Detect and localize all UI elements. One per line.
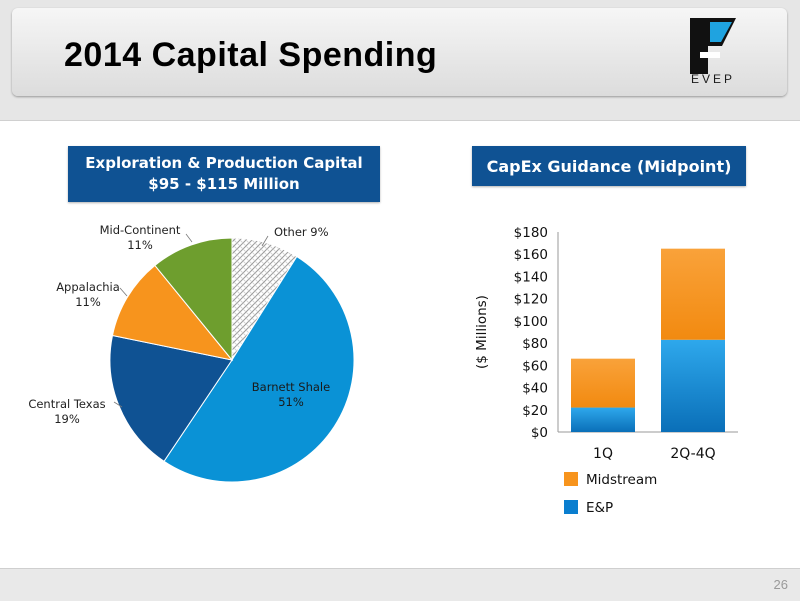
- pie-title: Exploration & Production Capital: [85, 154, 363, 172]
- pie-slice-central-texas: [109, 334, 233, 463]
- footer-band: 26: [0, 568, 800, 601]
- legend-label-midstream: Midstream: [586, 472, 657, 488]
- page-number: 26: [773, 577, 788, 592]
- logo-text: EVEP: [690, 72, 735, 86]
- header-band: 2014 Capital Spending EVEP: [0, 0, 800, 121]
- x-tick-label: 2Q-4Q: [670, 446, 715, 462]
- y-tick-label: $180: [514, 225, 548, 241]
- y-tick-label: $60: [522, 358, 548, 374]
- pie-label-barnett-shale: Barnett Shale: [252, 380, 330, 394]
- legend-swatch-midstream: [564, 472, 578, 486]
- legend-swatch-ep: [564, 500, 578, 514]
- pie-label-central-texas: Central Texas: [28, 397, 105, 411]
- bar-ep-2q-4q: [661, 339, 725, 432]
- pie-slice-barnett-shale: [163, 255, 355, 483]
- pie-leader-line: [185, 233, 193, 243]
- pie-pct-central-texas: 19%: [54, 412, 80, 426]
- pie-slice-mid-continent: [154, 237, 233, 362]
- pie-leader-line: [261, 235, 269, 247]
- x-tick-label: 1Q: [593, 446, 613, 462]
- pie-subtitle: $95 - $115 Million: [148, 175, 300, 193]
- y-tick-label: $120: [514, 292, 548, 308]
- legend-label-ep: E&P: [586, 500, 613, 516]
- evep-logo-icon: [690, 18, 736, 74]
- pie-label-appalachia: Appalachia: [56, 280, 120, 294]
- pie-label-other: Other 9%: [274, 225, 329, 239]
- y-tick-label: $0: [531, 425, 548, 441]
- bar-title-box: CapEx Guidance (Midpoint): [472, 146, 746, 186]
- bar-midstream-2q-4q: [661, 248, 725, 340]
- y-tick-label: $40: [522, 381, 548, 397]
- y-tick-label: $140: [514, 269, 548, 285]
- page-title: 2014 Capital Spending: [64, 36, 438, 74]
- pie-pct-appalachia: 11%: [75, 295, 101, 309]
- header-card: 2014 Capital Spending: [12, 8, 787, 96]
- pie-title-box: Exploration & Production Capital $95 - $…: [68, 146, 380, 202]
- bar-ep-1q: [571, 407, 635, 432]
- pie-pct-mid-continent: 11%: [127, 238, 153, 252]
- y-tick-label: $20: [522, 403, 548, 419]
- pie-slice-appalachia: [111, 264, 234, 361]
- bar-midstream-1q: [571, 358, 635, 408]
- bar-title: CapEx Guidance (Midpoint): [486, 156, 732, 176]
- pie-label-mid-continent: Mid-Continent: [100, 223, 181, 237]
- y-axis-label: ($ Millions): [474, 295, 490, 369]
- pie-leader-line: [119, 287, 128, 297]
- y-tick-label: $160: [514, 247, 548, 263]
- pie-pct-barnett-shale: 51%: [278, 395, 304, 409]
- pie-leader-line: [113, 401, 123, 408]
- y-tick-label: $100: [514, 314, 548, 330]
- stacked-bar-chart: $0 $20 $40 $60 $80 $100 $120 $140 $160 $180 ($ Mil…: [474, 225, 738, 516]
- y-tick-label: $80: [522, 336, 548, 352]
